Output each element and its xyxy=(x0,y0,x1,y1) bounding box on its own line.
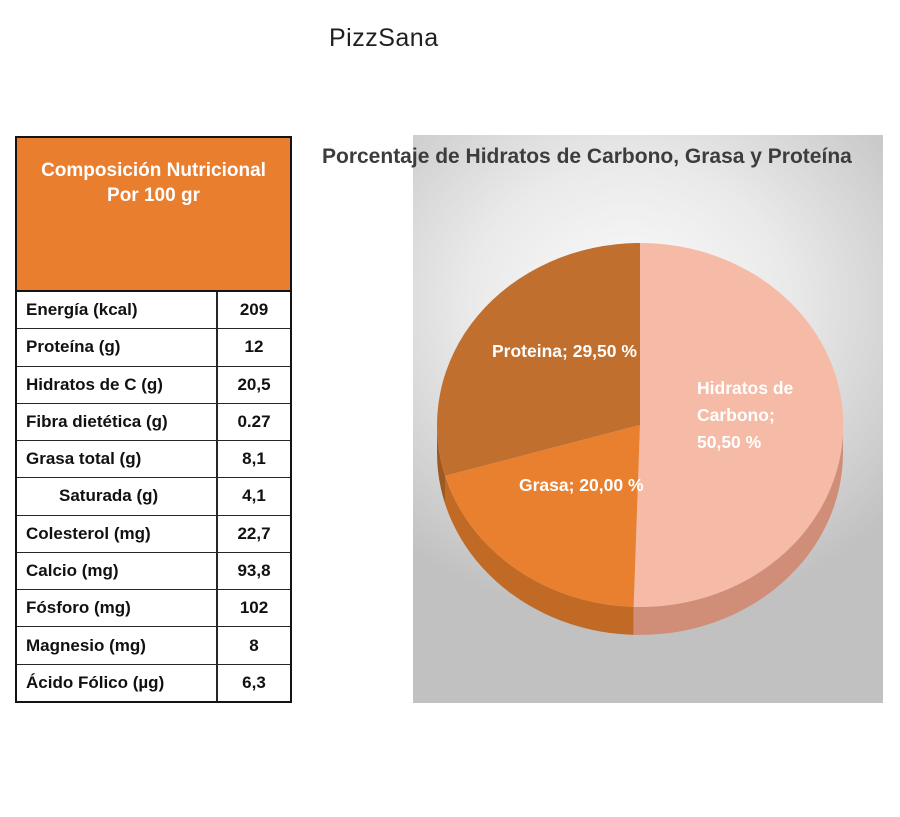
table-row: Energía (kcal) 209 xyxy=(17,292,290,329)
pie-rim-hidratos-side xyxy=(633,425,843,635)
row-label: Hidratos de C (g) xyxy=(26,374,163,394)
row-value: 8 xyxy=(216,627,290,664)
table-row: Proteína (g) 12 xyxy=(17,328,290,366)
row-value: 4,1 xyxy=(216,478,290,515)
chart-title: Porcentaje de Hidratos de Carbono, Grasa… xyxy=(322,145,852,168)
table-row: Calcio (mg) 93,8 xyxy=(17,551,290,590)
row-value: 6,3 xyxy=(216,664,290,701)
table-row: Ácido Fólico (µg) 6,3 xyxy=(17,663,290,701)
nutrition-table: Composición Nutricional Por 100 gr Energ… xyxy=(15,136,292,703)
table-row: Colesterol (mg) 22,7 xyxy=(17,514,290,552)
row-label: Calcio (mg) xyxy=(26,560,119,580)
table-row: Magnesio (mg) 8 xyxy=(17,626,290,664)
nutrition-table-header: Composición Nutricional Por 100 gr xyxy=(17,138,290,292)
pie-slice-hidratos xyxy=(633,242,844,607)
table-row: Fósforo (mg) 102 xyxy=(17,589,290,627)
row-value: 20,5 xyxy=(216,366,290,403)
row-label: Fibra dietética (g) xyxy=(26,411,168,431)
row-value: 102 xyxy=(216,590,290,627)
row-value: 22,7 xyxy=(216,515,290,552)
pie-label-grasa: Grasa; 20,00 % xyxy=(519,475,644,495)
row-value: 209 xyxy=(216,292,290,329)
row-label: Colesterol (mg) xyxy=(26,523,151,543)
table-row: Fibra dietética (g) 0.27 xyxy=(17,402,290,441)
row-label: Energía (kcal) xyxy=(26,300,138,320)
table-row: Saturada (g) 4,1 xyxy=(17,477,290,515)
table-row: Grasa total (g) 8,1 xyxy=(17,440,290,478)
row-label: Fósforo (mg) xyxy=(26,598,131,618)
row-label: Ácido Fólico (µg) xyxy=(26,672,165,692)
table-row: Hidratos de C (g) 20,5 xyxy=(17,365,290,403)
pie-slice-proteina xyxy=(437,243,640,476)
nutrition-table-body: Energía (kcal) 209 Proteína (g) 12 Hidrato… xyxy=(17,292,290,701)
row-label: Saturada (g) xyxy=(59,486,159,506)
row-label: Grasa total (g) xyxy=(26,449,142,469)
page-title: PizzSana xyxy=(329,24,439,52)
row-value: 0.27 xyxy=(216,403,290,441)
pie-label-proteina: Proteina; 29,50 % xyxy=(492,341,637,361)
row-label: Magnesio (mg) xyxy=(26,635,146,655)
pie-rim-grasa-side xyxy=(445,475,634,635)
row-value: 12 xyxy=(216,329,290,366)
row-label: Proteína (g) xyxy=(26,337,121,357)
row-value: 93,8 xyxy=(216,552,290,590)
pie-chart xyxy=(437,242,844,635)
pie-slice-grasa xyxy=(445,425,640,607)
chart-area: Porcentaje de Hidratos de Carbono, Grasa… xyxy=(322,135,883,703)
pie-rim-proteina-side xyxy=(437,425,445,504)
pie-label-hidratos: Hidratos de Carbono; 50,50 % xyxy=(697,378,794,452)
row-value: 8,1 xyxy=(216,441,290,478)
